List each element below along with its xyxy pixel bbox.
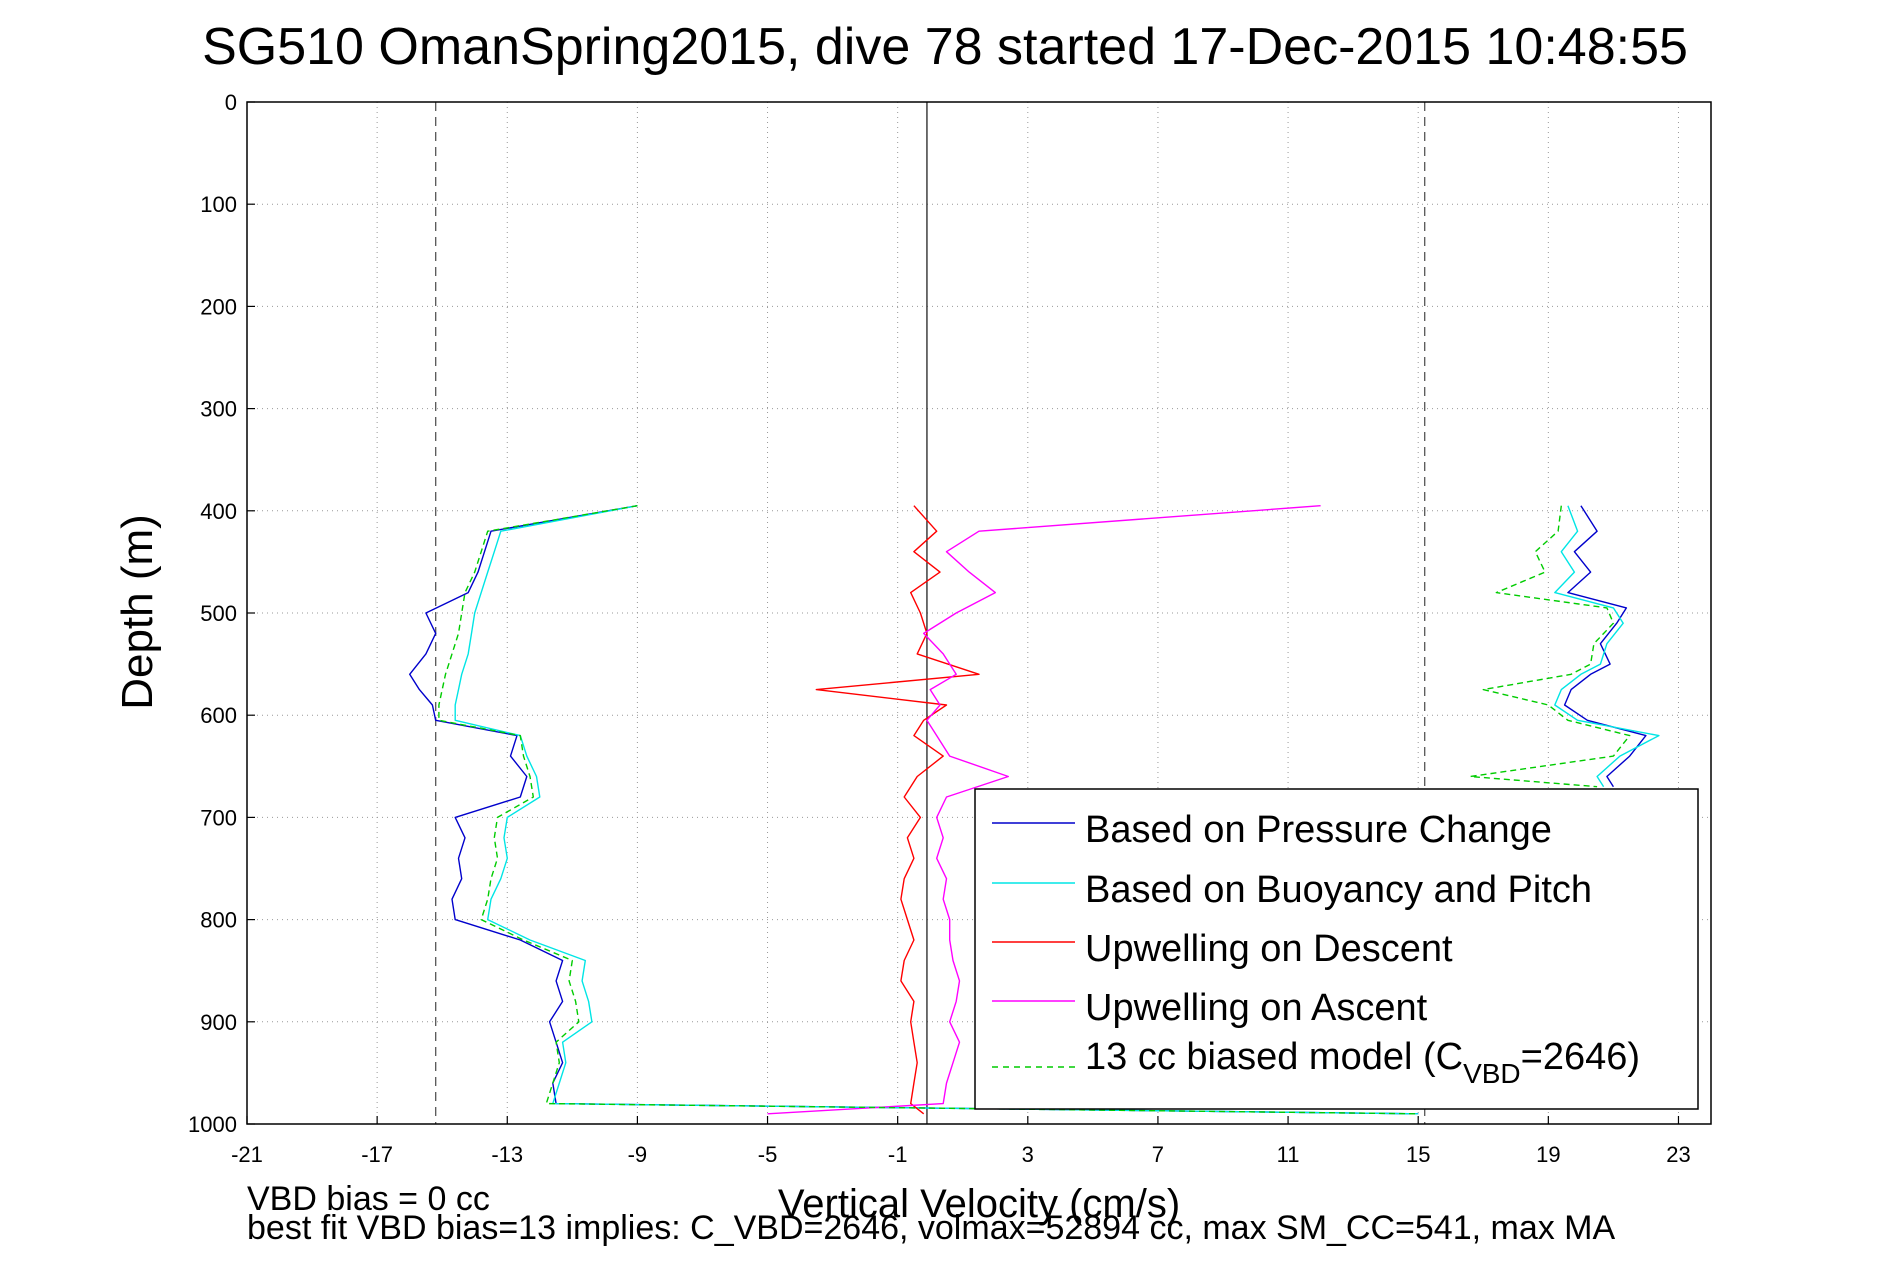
x-tick-label: 3 xyxy=(1022,1142,1034,1167)
legend-label-pressure: Based on Pressure Change xyxy=(1085,809,1552,851)
x-tick-label: 19 xyxy=(1536,1142,1560,1167)
legend-box xyxy=(974,788,1699,1110)
x-tick-label: -21 xyxy=(231,1142,263,1167)
legend-label-model-main: 13 cc biased model (C xyxy=(1085,1036,1463,1078)
series-line-2 xyxy=(454,505,1419,1115)
legend-label-ascent: Upwelling on Ascent xyxy=(1085,987,1428,1029)
x-tick-label: 15 xyxy=(1406,1142,1430,1167)
x-tick-label: -1 xyxy=(888,1142,908,1167)
y-tick-label: 500 xyxy=(200,601,237,626)
x-tick-label: -9 xyxy=(628,1142,648,1167)
x-axis-label: Vertical Velocity (cm/s) xyxy=(778,1182,1180,1226)
x-tick-label: -17 xyxy=(361,1142,393,1167)
y-tick-label: 700 xyxy=(200,805,237,830)
series-line-5 xyxy=(438,505,1419,1115)
y-tick-label: 600 xyxy=(200,703,237,728)
footnote-vbd-bias: VBD bias = 0 cc xyxy=(247,1180,490,1218)
series-line-1 xyxy=(409,505,1419,1115)
chart-title: SG510 OmanSpring2015, dive 78 started 17… xyxy=(202,18,1688,76)
reference-lines xyxy=(435,102,1426,1124)
y-axis-label: Depth (m) xyxy=(113,514,162,710)
y-tick-label: 100 xyxy=(200,192,237,217)
series-lines xyxy=(409,505,1660,1115)
legend-label-model: 13 cc biased model (CVBD=2646) xyxy=(1085,1036,1640,1089)
x-axis-ticks: -21 -17 -13 -9 -5 -1 3 7 11 15 19 23 xyxy=(231,1116,1691,1167)
y-tick-label: 800 xyxy=(200,908,237,933)
x-tick-label: 7 xyxy=(1152,1142,1164,1167)
legend-label-descent: Upwelling on Descent xyxy=(1085,928,1453,970)
x-tick-label: -13 xyxy=(491,1142,523,1167)
series-line-4 xyxy=(767,505,1321,1115)
legend-label-buoyancy: Based on Buoyancy and Pitch xyxy=(1085,869,1592,911)
x-tick-label: -5 xyxy=(758,1142,778,1167)
y-tick-label: 0 xyxy=(225,90,237,115)
y-tick-label: 200 xyxy=(200,294,237,319)
legend-label-model-end: =2646) xyxy=(1521,1036,1640,1078)
y-tick-label: 300 xyxy=(200,397,237,422)
legend-label-model-sub: VBD xyxy=(1463,1058,1521,1089)
footnote-best-fit: best fit VBD bias=13 implies: C_VBD=2646… xyxy=(247,1209,1616,1247)
x-tick-label: 23 xyxy=(1666,1142,1690,1167)
x-tick-label: 11 xyxy=(1277,1142,1300,1167)
series-line-3 xyxy=(815,505,980,1115)
series-line-8 xyxy=(1469,505,1631,788)
legend: Based on Pressure Change Based on Buoyan… xyxy=(974,788,1699,1110)
series-line-7 xyxy=(1554,505,1660,788)
y-tick-label: 1000 xyxy=(188,1112,237,1137)
y-tick-label: 400 xyxy=(200,499,237,524)
series-line-6 xyxy=(1563,505,1647,788)
y-tick-label: 900 xyxy=(200,1010,237,1035)
y-axis-ticks: 0 100 200 300 400 500 600 700 800 900 1000 xyxy=(188,90,255,1137)
